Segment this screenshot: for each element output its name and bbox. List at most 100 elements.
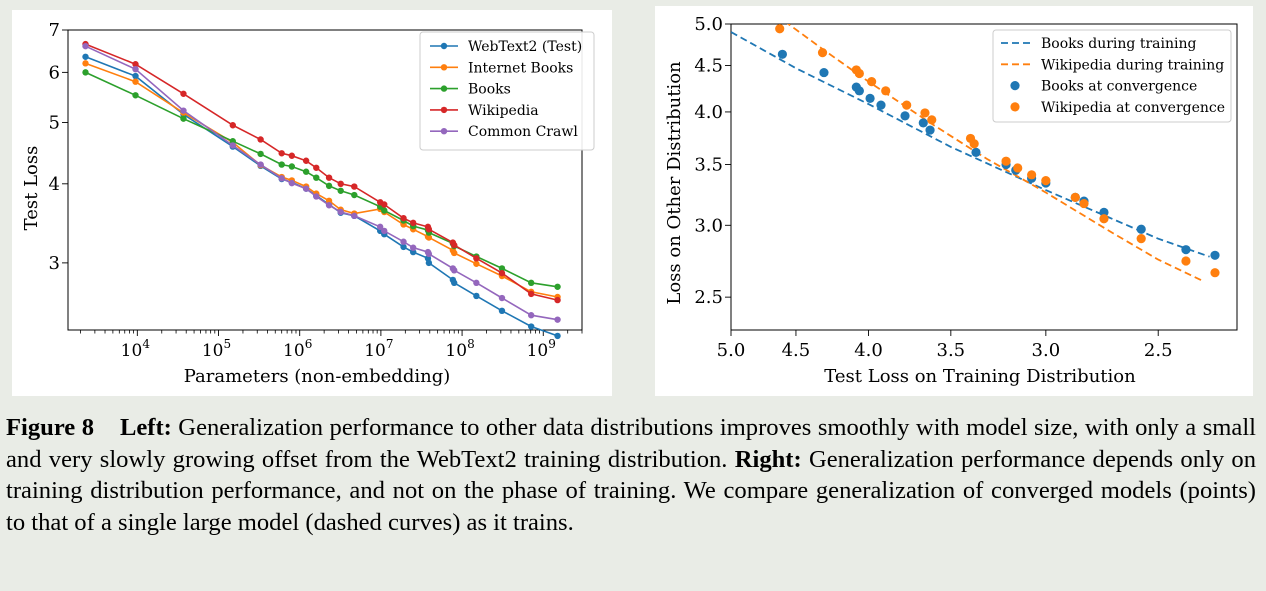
- data-point: [425, 226, 433, 233]
- x-tick-label: 104: [121, 337, 151, 361]
- convergence-point: [777, 49, 787, 59]
- caption-left-label: Left:: [119, 414, 172, 441]
- data-point: [451, 267, 458, 274]
- legend-label: Wikipedia at convergence: [1041, 100, 1225, 116]
- data-point: [278, 175, 285, 182]
- convergence-point: [902, 100, 912, 110]
- y-tick-label: 2.5: [694, 287, 723, 308]
- data-point: [278, 161, 285, 168]
- data-point: [409, 244, 417, 251]
- data-point: [82, 53, 89, 60]
- data-point: [288, 163, 296, 170]
- legend-label: Books at convergence: [1041, 79, 1197, 95]
- data-point: [325, 174, 333, 181]
- x-tick-label: 108: [445, 337, 474, 361]
- data-point: [425, 234, 433, 241]
- data-point: [229, 142, 237, 149]
- data-point: [337, 180, 344, 188]
- legend-marker: [440, 85, 448, 92]
- convergence-point: [1099, 214, 1109, 224]
- x-tick-label: 4.5: [782, 340, 811, 361]
- data-point: [400, 214, 407, 222]
- data-point: [381, 207, 388, 214]
- x-tick-label: 5.0: [717, 340, 746, 361]
- convergence-point: [1136, 234, 1146, 244]
- data-point: [180, 115, 187, 122]
- data-point: [313, 164, 320, 171]
- data-point: [82, 69, 89, 76]
- convergence-point: [1210, 268, 1220, 278]
- legend-marker: [440, 42, 448, 50]
- data-point: [400, 238, 407, 245]
- dashed-training-curve: [731, 31, 1210, 258]
- y-tick-label: 3: [49, 253, 60, 274]
- data-point: [554, 296, 561, 304]
- legend-label: Internet Books: [468, 60, 573, 76]
- convergence-point: [1079, 198, 1089, 209]
- convergence-point: [969, 139, 979, 149]
- legend-marker: [1010, 102, 1020, 112]
- data-point: [229, 122, 237, 129]
- data-point: [288, 152, 296, 159]
- data-point: [257, 150, 264, 158]
- convergence-point: [867, 77, 877, 87]
- series-line: [85, 43, 558, 301]
- data-point: [325, 197, 333, 205]
- legend-label: Books during training: [1041, 36, 1196, 52]
- y-tick-label: 4.0: [694, 102, 723, 123]
- convergence-point: [819, 67, 829, 78]
- right-chart: 5.0 4.5 4.0 3.5 3.0 2.5 2.5 3.0 3.5 4.0 4.5 5.0 Test…: [664, 14, 1238, 387]
- x-tick-label: 2.5: [1144, 340, 1173, 361]
- data-point: [313, 174, 320, 181]
- data-point: [132, 78, 139, 85]
- data-point: [132, 61, 139, 68]
- convergence-point: [854, 86, 864, 96]
- convergence-point: [775, 24, 785, 34]
- legend-label: Books: [468, 82, 511, 98]
- figure-caption: Figure 8 Left: Generalization performanc…: [6, 412, 1256, 538]
- data-point: [451, 249, 458, 257]
- convergence-point: [900, 111, 910, 121]
- data-point: [278, 150, 285, 157]
- data-point: [381, 201, 388, 208]
- series-line: [85, 45, 558, 321]
- data-point: [351, 183, 358, 190]
- data-point: [473, 255, 480, 262]
- convergence-point: [1070, 192, 1080, 203]
- convergence-point: [1181, 256, 1191, 266]
- legend-label: Wikipedia during training: [1041, 57, 1224, 73]
- convergence-point: [1027, 170, 1037, 180]
- y-tick-label: 6: [49, 62, 60, 83]
- data-point: [313, 193, 320, 200]
- data-point: [302, 157, 310, 164]
- convergence-point: [876, 100, 886, 110]
- plot-frame: [67, 29, 583, 331]
- legend-label: Common Crawl: [468, 124, 578, 140]
- convergence-point: [971, 147, 981, 157]
- y-tick-label: 3.5: [694, 155, 723, 176]
- convergence-point: [918, 118, 928, 128]
- data-point: [82, 60, 89, 67]
- convergence-point: [1136, 224, 1146, 234]
- x-axis-label: Test Loss on Training Distribution: [824, 366, 1136, 387]
- plot-frame: [730, 23, 1238, 331]
- legend-marker: [1010, 81, 1020, 91]
- data-point: [302, 168, 310, 175]
- convergence-point: [1001, 156, 1011, 166]
- left-chart: 104 105 106 107 108 109 3 4 5 6 7 Parameters (non-e…: [21, 20, 595, 387]
- legend-marker: [440, 64, 448, 71]
- data-point: [337, 208, 344, 216]
- data-point: [132, 92, 139, 99]
- x-axis-label: Parameters (non-embedding): [184, 366, 451, 387]
- data-point: [400, 243, 407, 251]
- left-chart-panel: 104 105 106 107 108 109 3 4 5 6 7 Parameters (non-e…: [12, 10, 612, 396]
- x-tick-label: 107: [364, 337, 393, 361]
- data-point: [325, 202, 333, 209]
- legend-marker: [440, 128, 448, 135]
- convergence-point: [1013, 163, 1023, 173]
- convergence-point: [817, 47, 828, 58]
- data-point: [527, 279, 535, 287]
- data-point: [554, 316, 561, 323]
- x-tick-label: 109: [527, 337, 556, 361]
- x-tick-label: 3.5: [937, 340, 966, 361]
